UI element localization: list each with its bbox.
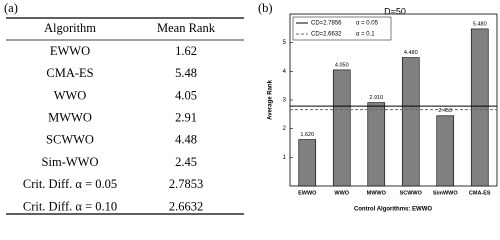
- table-cell: 2.91: [175, 110, 197, 124]
- y-tick-label: 3: [283, 98, 287, 104]
- table-cell: Crit. Diff. α = 0.10: [23, 199, 117, 213]
- bar: [401, 57, 420, 187]
- x-tick-label: WWO: [334, 190, 349, 196]
- table-cell: 4.48: [175, 133, 197, 147]
- table-cell: Sim-WWO: [42, 155, 99, 169]
- bar: [332, 69, 351, 187]
- bar: [367, 102, 386, 187]
- table-cell: 4.05: [175, 88, 197, 102]
- value-label: 2.910: [369, 95, 383, 101]
- value-label: 5.480: [473, 21, 487, 27]
- table: Algorithm Mean Rank EWWO 1.62 CMA-ES 5.48 WWO 4…: [23, 21, 216, 213]
- x-tick-label: MWWO: [367, 190, 387, 196]
- table-cell: Crit. Diff. α = 0.05: [23, 177, 117, 191]
- legend-label: α = 0.1: [356, 32, 375, 38]
- chart: 1 2 3 4 5 1.620 EWWO 4.050 WWO 2.910 MWWO 4.480 SCWW…: [283, 13, 498, 196]
- table-cell: 2.6632: [169, 199, 203, 213]
- table-cell: 1.62: [175, 44, 197, 58]
- value-label: 2.450: [438, 108, 452, 114]
- legend-box: [292, 16, 392, 41]
- bar: [470, 28, 489, 187]
- table-cell: WWO: [54, 88, 87, 102]
- x-tick-label: SCWWO: [400, 190, 423, 196]
- y-tick-label: 2: [283, 126, 287, 132]
- table-cell: 2.45: [175, 155, 197, 169]
- legend-label: CD=2.7856: [311, 21, 342, 27]
- y-tick-label: 1: [283, 155, 287, 161]
- x-tick-label: CMA-ES: [469, 190, 491, 196]
- table-header-cell: Algorithm: [44, 21, 96, 35]
- table-cell: EWWO: [50, 44, 90, 58]
- bar: [436, 115, 455, 187]
- legend-label: α = 0.05: [356, 21, 379, 27]
- table-header-cell: Mean Rank: [157, 21, 216, 35]
- table-cell: 2.7853: [169, 177, 203, 191]
- y-axis-label: Average Rank: [268, 79, 274, 119]
- x-axis-label: Control Algorithms: EWWO: [354, 207, 432, 213]
- x-tick-label: SimWWO: [433, 190, 458, 196]
- table-cell: MWWO: [48, 110, 92, 124]
- table-cell: 5.48: [175, 66, 197, 80]
- bar: [298, 139, 317, 187]
- chart-title: D=50: [384, 6, 406, 16]
- y-tick-label: 5: [283, 40, 287, 46]
- value-label: 1.620: [300, 132, 314, 138]
- x-tick-label: EWWO: [298, 190, 317, 196]
- legend-label: CD=2.6632: [311, 32, 342, 38]
- value-label: 4.050: [335, 62, 349, 68]
- table-cell: SCWWO: [46, 133, 94, 147]
- table-cell: CMA-ES: [46, 66, 93, 80]
- y-tick-label: 4: [283, 69, 287, 75]
- value-label: 4.480: [404, 50, 418, 56]
- panel-label: (b): [258, 1, 273, 15]
- panel-label: (a): [4, 1, 18, 15]
- figure: (a) Algorithm Mean Rank EWWO 1.62 CMA-ES 5.48…: [4, 1, 498, 215]
